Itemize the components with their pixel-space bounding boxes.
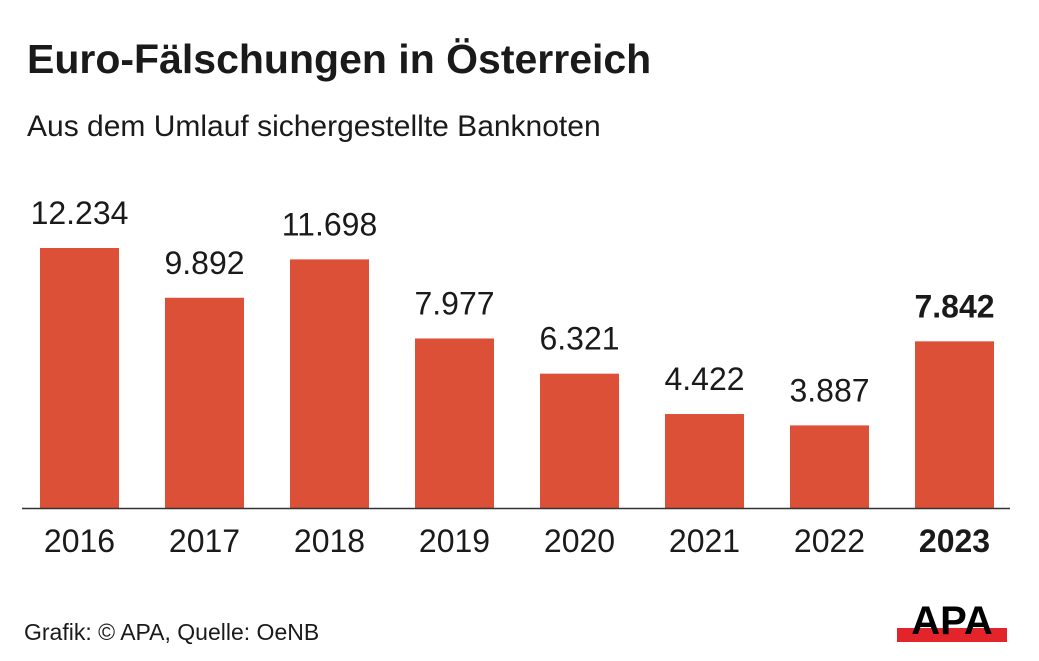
value-label-2017: 9.892: [164, 245, 244, 281]
value-label-2018: 11.698: [282, 206, 378, 242]
bar-2023: [915, 341, 994, 508]
apa-logo-red-bar: [897, 628, 1007, 642]
bar-2022: [790, 425, 869, 508]
x-tick-2019: 2019: [419, 523, 490, 559]
bar-2016: [40, 248, 119, 508]
chart-title: Euro-Fälschungen in Österreich: [27, 36, 652, 82]
bar-2021: [665, 414, 744, 508]
bar-chart: 12.234 9.892 11.698 7.977 6.321 4.422 3.887 7.8…: [22, 195, 1010, 559]
value-label-2016: 12.234: [31, 195, 129, 231]
x-tick-2023: 2023: [919, 523, 990, 559]
x-tick-2021: 2021: [669, 523, 740, 559]
value-label-2021: 4.422: [664, 361, 744, 397]
x-tick-labels-group: 2016 2017 2018 2019 2020 2021 2022 2023: [44, 523, 990, 559]
bar-2020: [540, 373, 619, 508]
x-tick-2016: 2016: [44, 523, 115, 559]
bars-group: [40, 248, 994, 508]
value-label-2020: 6.321: [539, 321, 619, 357]
apa-logo: APA: [897, 600, 1007, 643]
x-tick-2020: 2020: [544, 523, 615, 559]
value-label-2019: 7.977: [414, 285, 494, 321]
source-credit: Grafik: © APA, Quelle: OeNB: [24, 619, 320, 645]
value-label-2022: 3.887: [789, 372, 869, 408]
bar-2018: [290, 259, 369, 508]
chart-subtitle: Aus dem Umlauf sichergestellte Banknoten: [27, 110, 601, 143]
apa-logo-text: APA: [911, 600, 992, 643]
x-tick-2022: 2022: [794, 523, 865, 559]
x-tick-2017: 2017: [169, 523, 240, 559]
value-labels-group: 12.234 9.892 11.698 7.977 6.321 4.422 3.887 7.8…: [31, 195, 995, 408]
x-tick-2018: 2018: [294, 523, 365, 559]
value-label-2023: 7.842: [914, 288, 994, 324]
bar-2017: [165, 297, 244, 508]
bar-2019: [415, 338, 494, 508]
